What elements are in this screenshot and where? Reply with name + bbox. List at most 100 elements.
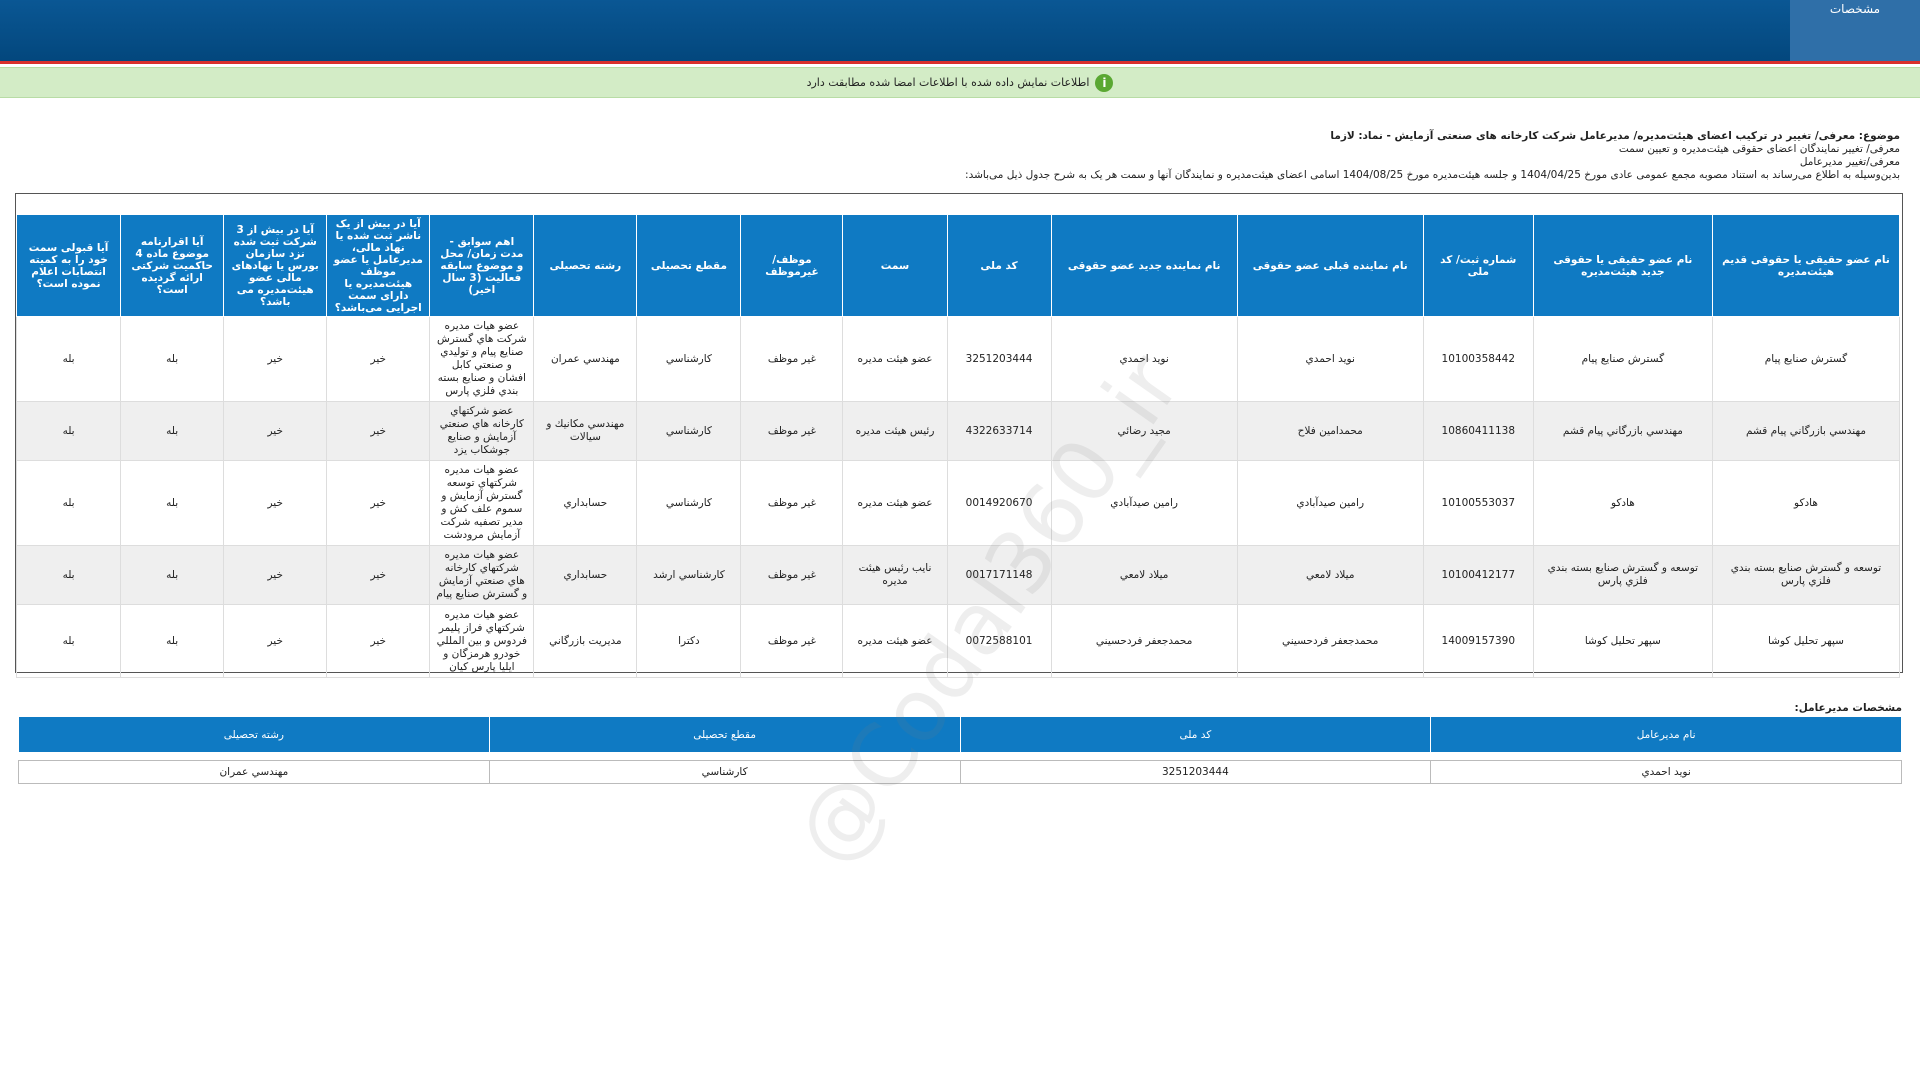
table-row: مهندسي بازرگاني پيام قشم مهندسي بازرگاني … bbox=[15, 401, 1901, 461]
spacer-row bbox=[19, 753, 1902, 761]
table-cell: سپهر تحليل كوشا bbox=[1711, 604, 1901, 678]
table-cell: محمدجعفر فردحسيني bbox=[1050, 604, 1238, 678]
column-header: آیا در بیش از یک ناشر ثبت شده یا نهاد ما… bbox=[326, 214, 431, 317]
subject-line: معرفی/ تغییر نمایندگان اعضای حقوقی هیئت‌… bbox=[1618, 143, 1900, 155]
table-row: سپهر تحليل كوشا سپهر تحليل كوشا 1400915739… bbox=[15, 604, 1901, 678]
column-header: اهم سوابق - مدت زمان/ محل و موضوع سابقه … bbox=[429, 214, 535, 317]
table-cell: كارشناسي bbox=[636, 401, 742, 461]
table-cell: 3251203444 bbox=[946, 316, 1052, 402]
board-table: نام عضو حقیقی یا حقوقی قدیم هیئت‌مدیره نا… bbox=[15, 214, 1901, 678]
manager-label: مشخصات مدیرعامل: bbox=[1794, 702, 1902, 714]
table-cell: كارشناسي bbox=[488, 760, 961, 784]
table-cell: مهندسي عمران bbox=[18, 760, 490, 784]
table-cell: غير موظف bbox=[740, 401, 844, 461]
table-cell: بله bbox=[120, 460, 225, 546]
table-cell: توسعه و گسترش صنايع بسته بندي فلزي پارس bbox=[1711, 545, 1901, 605]
table-cell: بله bbox=[15, 604, 122, 678]
table-cell: عضو هيئت مديره bbox=[842, 604, 948, 678]
column-header: کد ملی bbox=[959, 716, 1432, 753]
table-cell: كارشناسي ارشد bbox=[636, 545, 742, 605]
table-cell: گسترش صنايع پيام bbox=[1711, 316, 1901, 402]
table-row: نويد احمدي 3251203444 كارشناسي مهندسي عمران bbox=[18, 760, 1902, 784]
table-cell: غير موظف bbox=[740, 460, 844, 546]
statement: بدین‌وسیله به اطلاع می‌رساند به استناد م… bbox=[965, 169, 1900, 181]
table-cell: عضو هيئت مديره bbox=[842, 316, 948, 402]
column-header: نام عضو حقیقی یا حقوقی جدید هیئت‌مدیره bbox=[1532, 214, 1713, 317]
column-header: مقطع تحصیلی bbox=[636, 214, 742, 317]
table-cell: مهندسي بازرگاني پيام قشم bbox=[1532, 401, 1713, 461]
table-cell: مجيد رضائي bbox=[1050, 401, 1238, 461]
table-cell: 4322633714 bbox=[946, 401, 1052, 461]
table-cell: غير موظف bbox=[740, 316, 844, 402]
table-cell: بله bbox=[120, 604, 225, 678]
table-cell: عضو هيئت مديره bbox=[842, 460, 948, 546]
table-cell: مهندسي مكانيك و سيالات bbox=[533, 401, 638, 461]
table-cell: نويد احمدي bbox=[1430, 760, 1902, 784]
table-cell: بله bbox=[15, 401, 122, 461]
notice-text: اطلاعات نمایش داده شده با اطلاعات امضا ش… bbox=[806, 76, 1090, 89]
table-cell: غير موظف bbox=[740, 545, 844, 605]
table-cell: گسترش صنايع پيام bbox=[1532, 316, 1713, 402]
table-cell: رامين صيدآبادي bbox=[1050, 460, 1238, 546]
table-cell: 10100412177 bbox=[1422, 545, 1534, 605]
table-cell: 10860411138 bbox=[1422, 401, 1534, 461]
table-cell: عضو شركتهاي كارخانه هاي صنعتي آزمايش و ص… bbox=[429, 401, 535, 461]
board-container: نام عضو حقیقی یا حقوقی قدیم هیئت‌مدیره نا… bbox=[15, 193, 1903, 678]
table-cell: سپهر تحليل كوشا bbox=[1532, 604, 1713, 678]
tab[interactable]: مشخصات bbox=[1790, 0, 1920, 61]
table-cell: هادكو bbox=[1532, 460, 1713, 546]
notice-bar: i اطلاعات نمایش داده شده با اطلاعات امضا… bbox=[0, 67, 1920, 98]
column-header: نام نماینده قبلی عضو حقوقی bbox=[1236, 214, 1424, 317]
table-cell: حسابداري bbox=[533, 545, 638, 605]
table-cell: بله bbox=[15, 545, 122, 605]
subject-line: معرفی/تغییر مدیرعامل bbox=[1799, 156, 1900, 168]
table-cell: مديريت بازرگاني bbox=[533, 604, 638, 678]
table-cell: خير bbox=[223, 545, 328, 605]
table-cell: عضو هيات مديره شركتهاي كارخانه هاي صنعتي… bbox=[429, 545, 535, 605]
column-header: مقطع تحصیلی bbox=[488, 716, 961, 753]
table-cell: غير موظف bbox=[740, 604, 844, 678]
table-cell: بله bbox=[120, 316, 225, 402]
table-cell: بله bbox=[15, 316, 122, 402]
table-cell: 14009157390 bbox=[1422, 604, 1534, 678]
table-cell: عضو هيات مديره شركتهاي فراز پليمر فردوس … bbox=[429, 604, 535, 678]
table-cell: خير bbox=[326, 401, 431, 461]
table-cell: خير bbox=[326, 316, 431, 402]
table-cell: هادكو bbox=[1711, 460, 1901, 546]
table-cell: ميلاد لامعي bbox=[1236, 545, 1424, 605]
column-header: شماره ثبت/ کد ملی bbox=[1422, 214, 1534, 317]
table-cell: 0072588101 bbox=[946, 604, 1052, 678]
table-cell: ميلاد لامعي bbox=[1050, 545, 1238, 605]
column-header: آیا در بیش از 3 شرکت ثبت شده نزد سازمان … bbox=[223, 214, 328, 317]
column-header: رشته تحصیلی bbox=[533, 214, 638, 317]
table-cell: نويد احمدي bbox=[1050, 316, 1238, 402]
column-header: آیا اقرارنامه موضوع ماده 4 حاکمیت شرکتی … bbox=[120, 214, 225, 317]
table-cell: نايب رئيس هيئت مديره bbox=[842, 545, 948, 605]
table-cell: توسعه و گسترش صنايع بسته بندي فلزي پارس bbox=[1532, 545, 1713, 605]
column-header: نام نماینده جدید عضو حقوقی bbox=[1050, 214, 1238, 317]
table-cell: 0017171148 bbox=[946, 545, 1052, 605]
column-header: نام عضو حقیقی یا حقوقی قدیم هیئت‌مدیره bbox=[1711, 214, 1901, 317]
table-cell: خير bbox=[326, 604, 431, 678]
table-row: گسترش صنايع پيام گسترش صنايع پيام 10100358… bbox=[15, 316, 1901, 402]
table-cell: بله bbox=[120, 401, 225, 461]
column-header: سمت bbox=[842, 214, 948, 317]
table-cell: 0014920670 bbox=[946, 460, 1052, 546]
table-cell: عضو هيات مديره شركت هاي گسترش صنايع پيام… bbox=[429, 316, 535, 402]
table-cell: رئيس هيئت مديره bbox=[842, 401, 948, 461]
table-cell: بله bbox=[15, 460, 122, 546]
column-header: نام مدیرعامل bbox=[1430, 716, 1902, 753]
table-cell: خير bbox=[223, 316, 328, 402]
table-cell: خير bbox=[326, 460, 431, 546]
table-cell: خير bbox=[223, 401, 328, 461]
table-cell: حسابداري bbox=[533, 460, 638, 546]
table-cell: 10100553037 bbox=[1422, 460, 1534, 546]
column-header: آیا قبولی سمت خود را به کمیته انتصابات ا… bbox=[15, 214, 122, 317]
table-cell: محمدامين فلاح bbox=[1236, 401, 1424, 461]
table-cell: محمدجعفر فردحسيني bbox=[1236, 604, 1424, 678]
table-cell: مهندسي بازرگاني پيام قشم bbox=[1711, 401, 1901, 461]
column-header: موظف/ غیرموظف bbox=[740, 214, 844, 317]
info-icon: i bbox=[1095, 73, 1114, 92]
